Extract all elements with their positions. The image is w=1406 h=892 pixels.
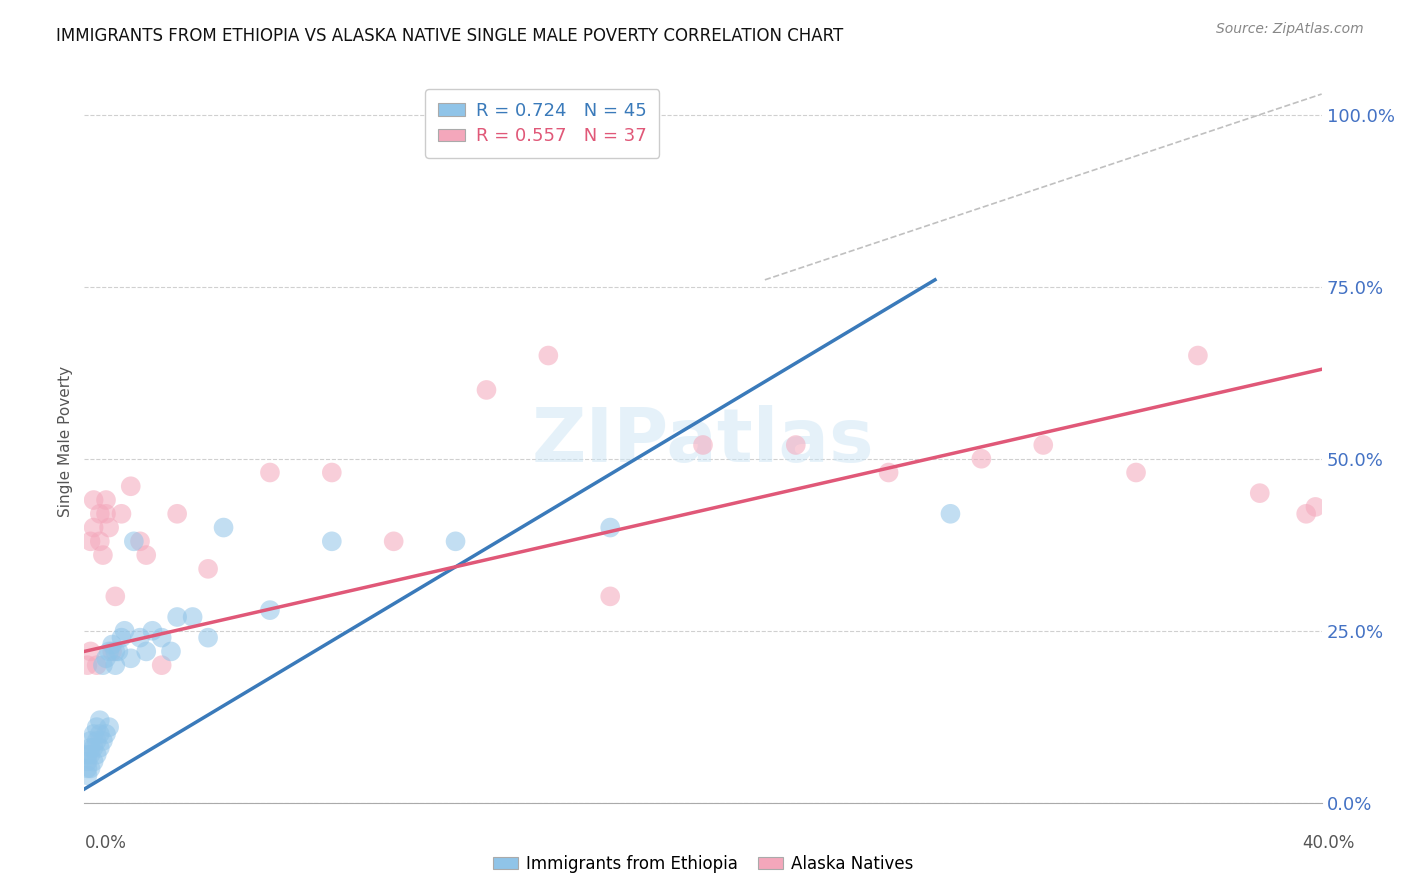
Point: [94, 507, 117, 521]
Point: [599, 520, 621, 534]
Point: [83, 727, 105, 741]
Point: [79, 534, 101, 549]
Point: [122, 534, 145, 549]
Point: [76, 755, 98, 769]
Point: [1295, 507, 1317, 521]
Point: [94, 651, 117, 665]
Point: [91, 734, 114, 748]
Point: [785, 438, 807, 452]
Point: [114, 624, 136, 638]
Point: [83, 493, 105, 508]
Point: [166, 507, 188, 521]
Legend: Immigrants from Ethiopia, Alaska Natives: Immigrants from Ethiopia, Alaska Natives: [486, 848, 920, 880]
Point: [79, 761, 101, 775]
Text: 40.0%: 40.0%: [1302, 834, 1355, 852]
Point: [599, 590, 621, 604]
Point: [94, 727, 117, 741]
Point: [1125, 466, 1147, 480]
Point: [150, 658, 173, 673]
Point: [86, 747, 108, 762]
Point: [101, 644, 124, 658]
Point: [135, 644, 157, 658]
Point: [89, 507, 111, 521]
Point: [91, 658, 114, 673]
Point: [79, 644, 101, 658]
Point: [129, 631, 152, 645]
Point: [86, 734, 108, 748]
Point: [83, 520, 105, 534]
Point: [382, 534, 405, 549]
Point: [83, 740, 105, 755]
Point: [107, 644, 129, 658]
Point: [939, 507, 962, 521]
Point: [1187, 349, 1209, 363]
Point: [98, 520, 121, 534]
Point: [98, 644, 121, 658]
Point: [166, 610, 188, 624]
Point: [141, 624, 163, 638]
Point: [444, 534, 467, 549]
Point: [135, 548, 157, 562]
Text: Source: ZipAtlas.com: Source: ZipAtlas.com: [1216, 22, 1364, 37]
Point: [104, 658, 127, 673]
Text: ZIPatlas: ZIPatlas: [531, 405, 875, 478]
Point: [537, 349, 560, 363]
Point: [76, 747, 98, 762]
Point: [321, 534, 343, 549]
Point: [89, 713, 111, 727]
Point: [1249, 486, 1271, 500]
Point: [160, 644, 183, 658]
Text: 0.0%: 0.0%: [84, 834, 127, 852]
Point: [197, 562, 219, 576]
Point: [110, 631, 132, 645]
Point: [181, 610, 204, 624]
Point: [76, 768, 98, 782]
Point: [76, 761, 98, 775]
Point: [104, 644, 127, 658]
Text: IMMIGRANTS FROM ETHIOPIA VS ALASKA NATIVE SINGLE MALE POVERTY CORRELATION CHART: IMMIGRANTS FROM ETHIOPIA VS ALASKA NATIV…: [56, 27, 844, 45]
Point: [89, 534, 111, 549]
Point: [89, 740, 111, 755]
Point: [877, 466, 900, 480]
Point: [692, 438, 714, 452]
Point: [76, 658, 98, 673]
Point: [98, 720, 121, 734]
Y-axis label: Single Male Poverty: Single Male Poverty: [58, 366, 73, 517]
Point: [83, 755, 105, 769]
Point: [110, 507, 132, 521]
Legend: R = 0.724   N = 45, R = 0.557   N = 37: R = 0.724 N = 45, R = 0.557 N = 37: [425, 89, 659, 158]
Point: [86, 720, 108, 734]
Point: [120, 479, 142, 493]
Point: [91, 548, 114, 562]
Point: [94, 493, 117, 508]
Point: [86, 658, 108, 673]
Point: [79, 734, 101, 748]
Point: [150, 631, 173, 645]
Point: [321, 466, 343, 480]
Point: [1032, 438, 1054, 452]
Point: [259, 466, 281, 480]
Point: [79, 740, 101, 755]
Point: [475, 383, 498, 397]
Point: [79, 747, 101, 762]
Point: [1305, 500, 1327, 514]
Point: [212, 520, 235, 534]
Point: [197, 631, 219, 645]
Point: [104, 590, 127, 604]
Point: [970, 451, 993, 466]
Point: [101, 638, 124, 652]
Point: [89, 727, 111, 741]
Point: [120, 651, 142, 665]
Point: [259, 603, 281, 617]
Point: [129, 534, 152, 549]
